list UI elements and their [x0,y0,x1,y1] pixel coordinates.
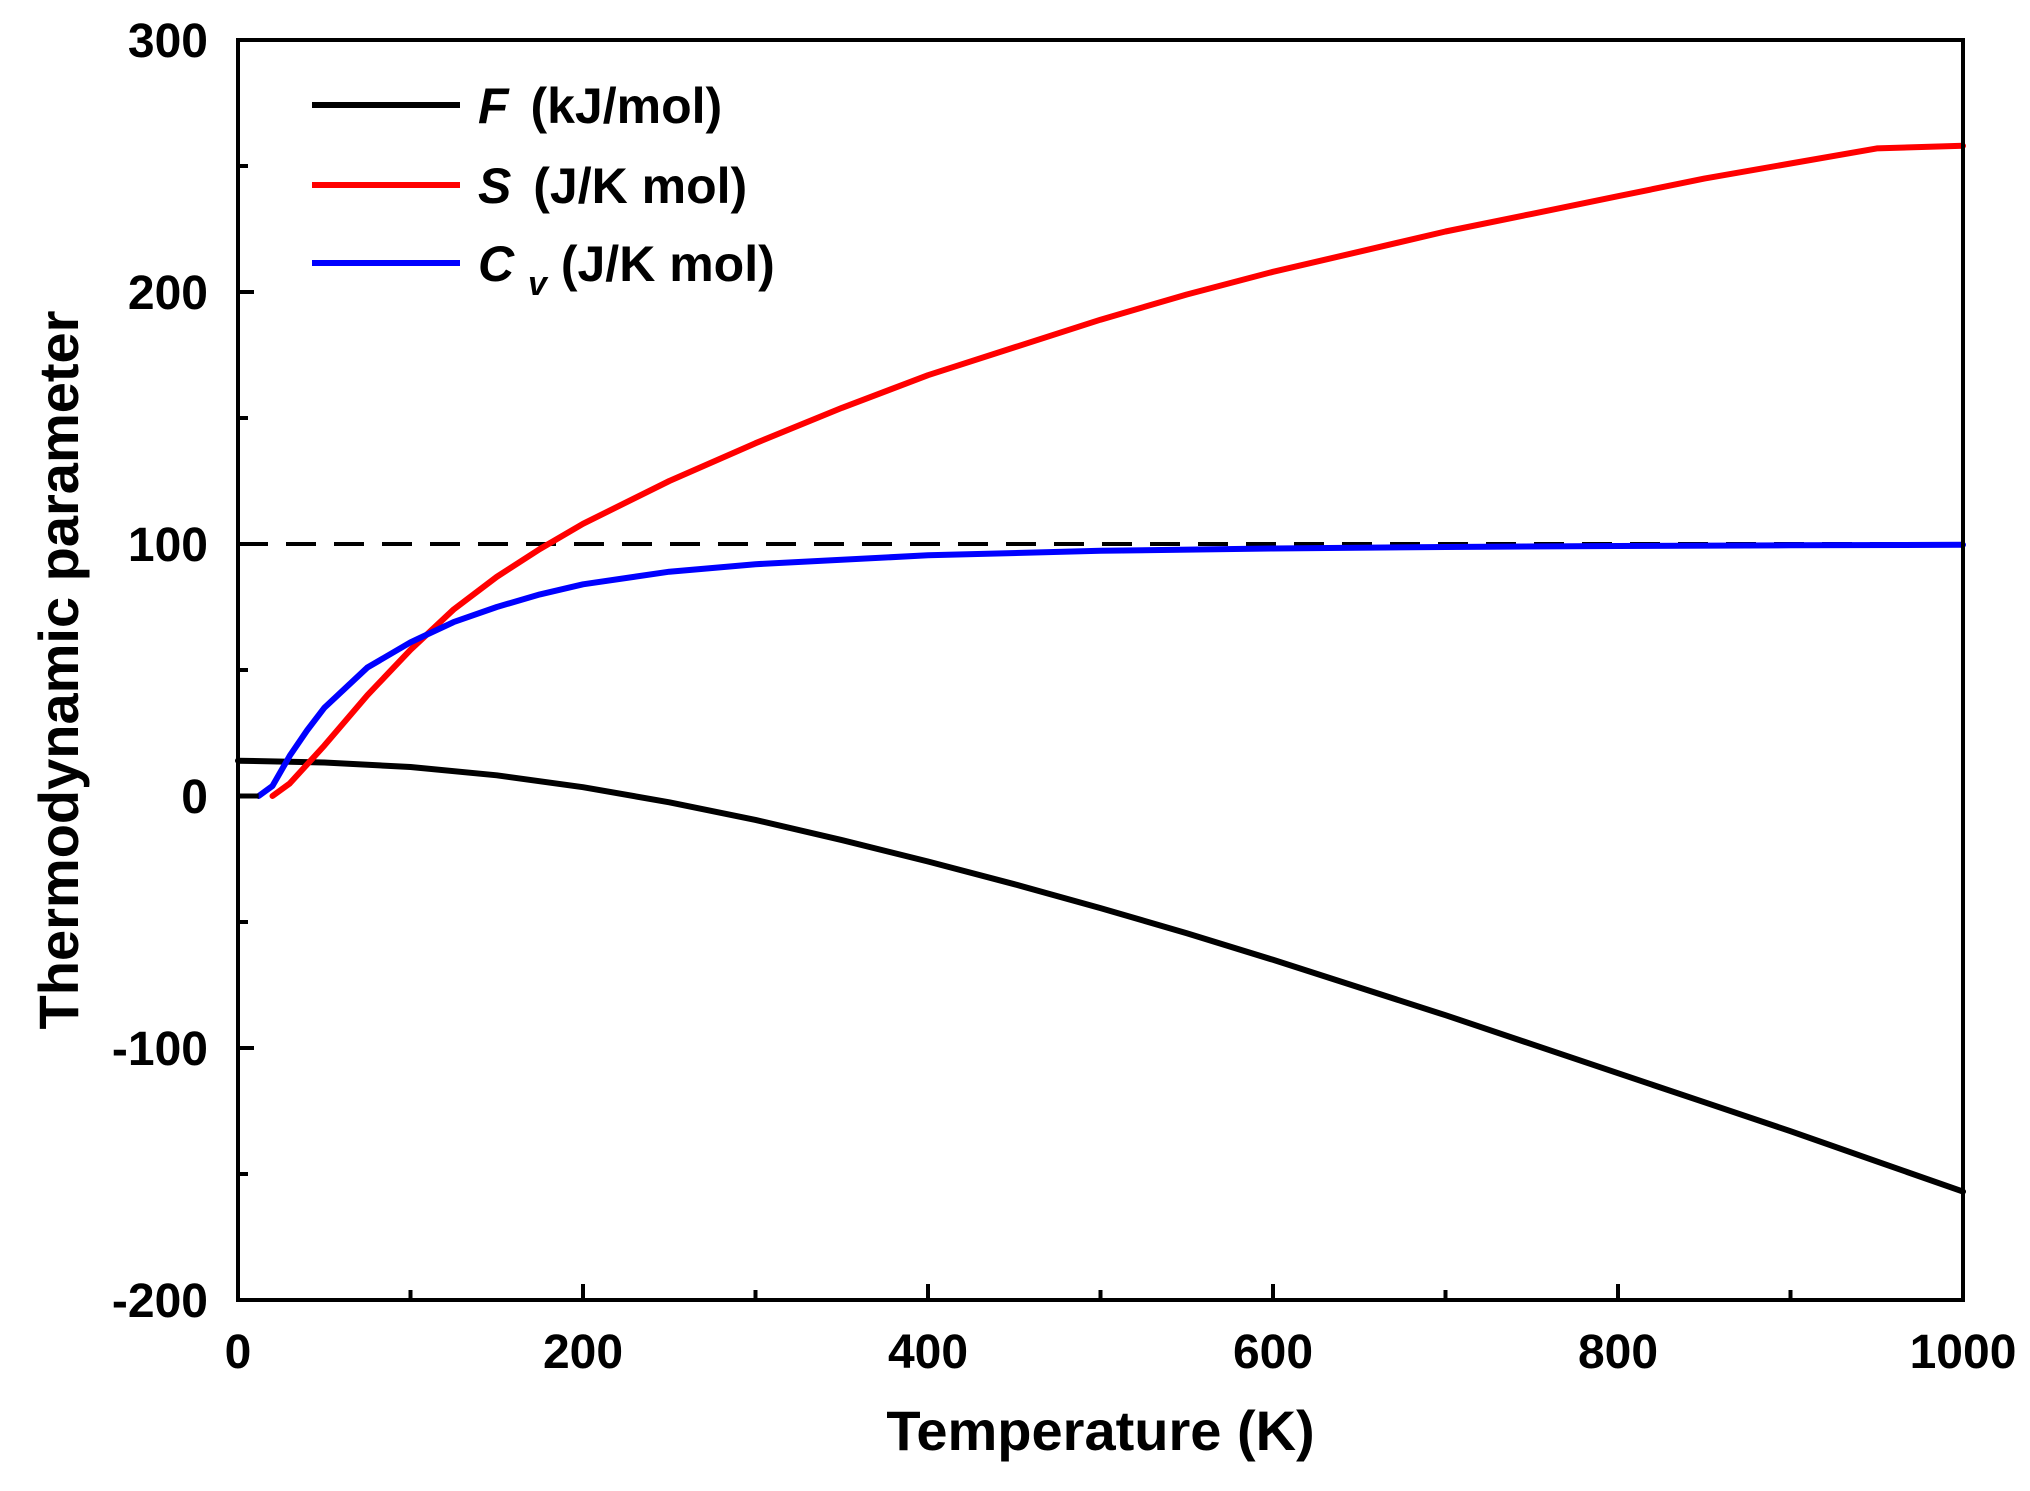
x-axis-title: Temperature (K) [886,1399,1314,1462]
y-tick-label: -100 [112,1023,208,1076]
legend-label-s: S (J/K mol) [478,158,747,214]
legend-unit-cv: (J/K mol) [561,236,775,292]
legend-label-cv: C v (J/K mol) [478,236,775,306]
ticks-layer [236,38,1965,1302]
legend-symbol-s: S [478,158,511,214]
series-layer [235,142,1966,1195]
legend-subscript-cv: v [528,265,549,303]
x-tick-label: 200 [543,1326,623,1379]
x-tick-label: 1000 [1910,1326,2017,1379]
y-tick-label: 100 [128,519,208,572]
legend-unit-f: (kJ/mol) [530,78,722,134]
series-line-cv [255,541,1966,799]
y-axis-title: Thermodynamic parameter [27,311,90,1030]
plot-frame [236,38,1965,1302]
y-tick-label: 0 [181,771,208,824]
legend: F (kJ/mol) S (J/K mol) C v (J/K mol) [312,78,775,306]
x-tick-label: 600 [1233,1326,1313,1379]
x-tick-label: 400 [888,1326,968,1379]
series-line-s [269,142,1966,799]
legend-symbol-f: F [478,78,510,134]
y-tick-label: 300 [128,15,208,68]
x-tick-label: 0 [225,1326,252,1379]
tick-labels-layer: 0 200 400 600 800 1000 -200 -100 0 100 200 300 [112,15,2016,1379]
x-tick-label: 800 [1578,1326,1658,1379]
legend-symbol-cv: C [478,236,515,292]
y-tick-label: 200 [128,267,208,320]
legend-label-f: F (kJ/mol) [478,78,722,134]
y-tick-label: -200 [112,1275,208,1328]
legend-unit-s: (J/K mol) [533,158,747,214]
series-line-f [235,757,1966,1195]
